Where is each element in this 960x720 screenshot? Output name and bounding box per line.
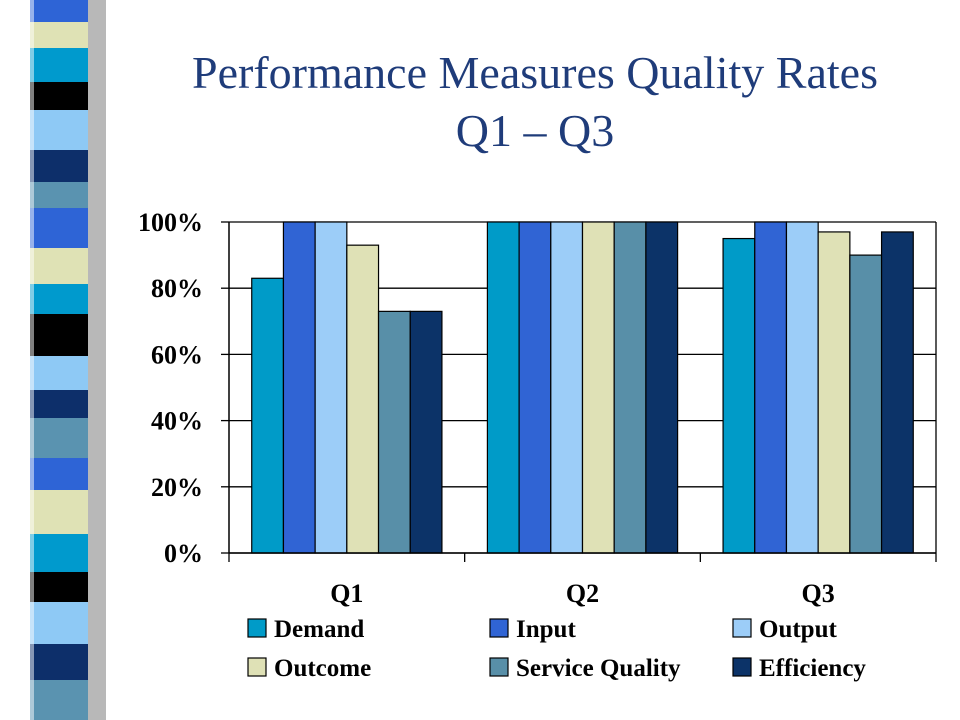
strip-block bbox=[30, 248, 88, 284]
bar-outcome-q2 bbox=[581, 221, 615, 554]
bar-input-q2 bbox=[518, 221, 552, 554]
strip-block bbox=[30, 208, 88, 248]
strip-block bbox=[30, 314, 88, 356]
strip-block bbox=[30, 284, 88, 314]
strip-block bbox=[30, 182, 88, 208]
bar-output-q2 bbox=[550, 221, 584, 554]
strip-block bbox=[30, 390, 88, 418]
strip-block bbox=[30, 110, 88, 150]
decorative-color-strip bbox=[30, 0, 106, 720]
bar-efficiency-q1 bbox=[409, 310, 443, 554]
legend-label: Input bbox=[516, 616, 576, 643]
bar-demand-q1 bbox=[251, 277, 285, 554]
bar-input-q3 bbox=[754, 221, 788, 554]
strip-block bbox=[30, 644, 88, 680]
legend-swatch bbox=[247, 657, 267, 677]
y-tick-label: 80% bbox=[151, 274, 203, 303]
bar-demand-q3 bbox=[722, 237, 756, 554]
strip-block bbox=[30, 680, 88, 720]
x-tick-label: Q1 bbox=[330, 579, 363, 608]
legend-label: Output bbox=[759, 616, 837, 643]
strip-block bbox=[30, 22, 88, 48]
strip-highlight bbox=[30, 0, 34, 720]
legend-label: Demand bbox=[274, 616, 364, 643]
strip-block bbox=[30, 0, 88, 22]
bar-outcome-q1 bbox=[346, 244, 380, 554]
chart-legend: Demand Input Output Outcome Service Quality E… bbox=[247, 616, 866, 682]
legend-swatch bbox=[732, 657, 752, 677]
bar-input-q1 bbox=[282, 221, 316, 554]
y-tick-label: 20% bbox=[151, 473, 203, 502]
legend-swatch bbox=[732, 618, 752, 638]
bar-outcome-q3 bbox=[817, 231, 851, 554]
legend-label: Outcome bbox=[274, 655, 371, 682]
strip-block bbox=[30, 82, 88, 110]
strip-block bbox=[30, 150, 88, 182]
legend-swatch bbox=[247, 618, 267, 638]
bar-service-quality-q3 bbox=[849, 254, 883, 554]
slide-title-line-2: Q1 – Q3 bbox=[455, 105, 615, 156]
slide-title: Performance Measures Quality Rates Q1 – … bbox=[120, 44, 950, 160]
x-tick-label: Q3 bbox=[802, 579, 835, 608]
slide-title-line-1: Performance Measures Quality Rates bbox=[192, 47, 878, 98]
y-axis-tick-labels: 0% 20% 40% 60% 80% 100% bbox=[138, 208, 203, 568]
strip-block bbox=[30, 490, 88, 534]
bar-output-q3 bbox=[785, 221, 819, 554]
y-tick-label: 60% bbox=[151, 340, 203, 369]
strip-block bbox=[30, 572, 88, 602]
chart-axes bbox=[221, 221, 937, 562]
x-axis-tick-labels: Q1 Q2 Q3 bbox=[330, 579, 835, 608]
x-tick-label: Q2 bbox=[566, 579, 599, 608]
bar-efficiency-q2 bbox=[645, 221, 679, 554]
legend-swatch bbox=[489, 618, 509, 638]
legend-label: Efficiency bbox=[759, 655, 866, 682]
legend-label: Service Quality bbox=[516, 655, 681, 682]
strip-shadow bbox=[88, 0, 106, 720]
bar-service-quality-q1 bbox=[377, 310, 411, 554]
strip-block bbox=[30, 418, 88, 458]
legend-swatch bbox=[489, 657, 509, 677]
strip-block bbox=[30, 602, 88, 644]
y-tick-label: 100% bbox=[138, 208, 203, 237]
bar-demand-q2 bbox=[486, 221, 520, 554]
y-tick-label: 40% bbox=[151, 407, 203, 436]
strip-block bbox=[30, 48, 88, 82]
strip-block bbox=[30, 458, 88, 490]
strip-block bbox=[30, 356, 88, 390]
bar-efficiency-q3 bbox=[880, 231, 914, 554]
y-tick-label: 0% bbox=[164, 539, 203, 568]
chart-bars bbox=[251, 221, 914, 554]
bar-service-quality-q2 bbox=[613, 221, 647, 554]
bar-output-q1 bbox=[314, 221, 348, 554]
strip-block bbox=[30, 534, 88, 572]
